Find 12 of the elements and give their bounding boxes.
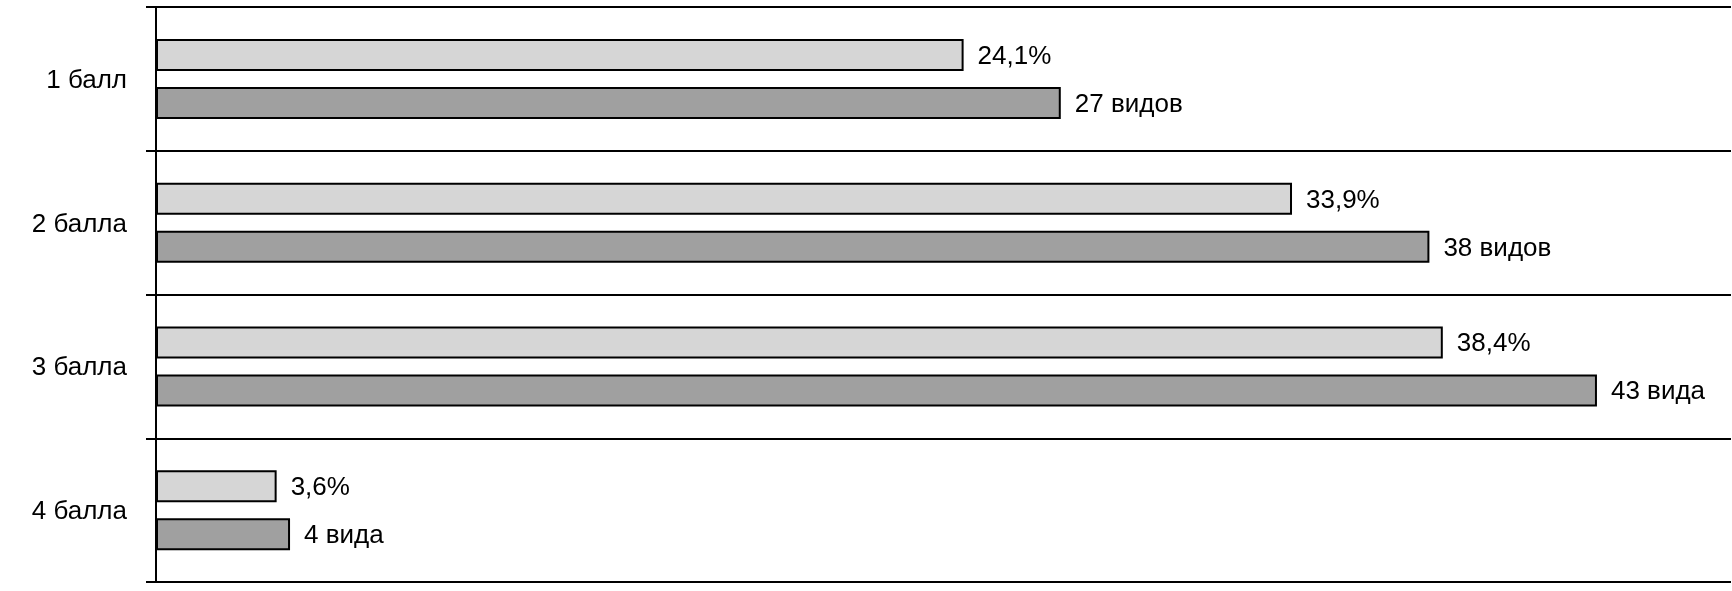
data-label: 43 вида (1610, 375, 1706, 406)
y-tick-label: 1 балл (46, 63, 127, 94)
data-label: 38 видов (1443, 231, 1552, 262)
y-tick-label: 3 балла (31, 351, 128, 382)
data-label: 38,4% (1456, 327, 1531, 358)
y-tick-label: 4 балла (31, 495, 128, 526)
data-label: 4 вида (304, 519, 385, 550)
data-label: 3,6% (290, 471, 350, 502)
y-tick-label: 2 балла (31, 207, 128, 238)
data-label: 24,1% (977, 39, 1052, 70)
data-label: 33,9% (1306, 183, 1380, 214)
data-label: 27 видов (1074, 87, 1183, 118)
